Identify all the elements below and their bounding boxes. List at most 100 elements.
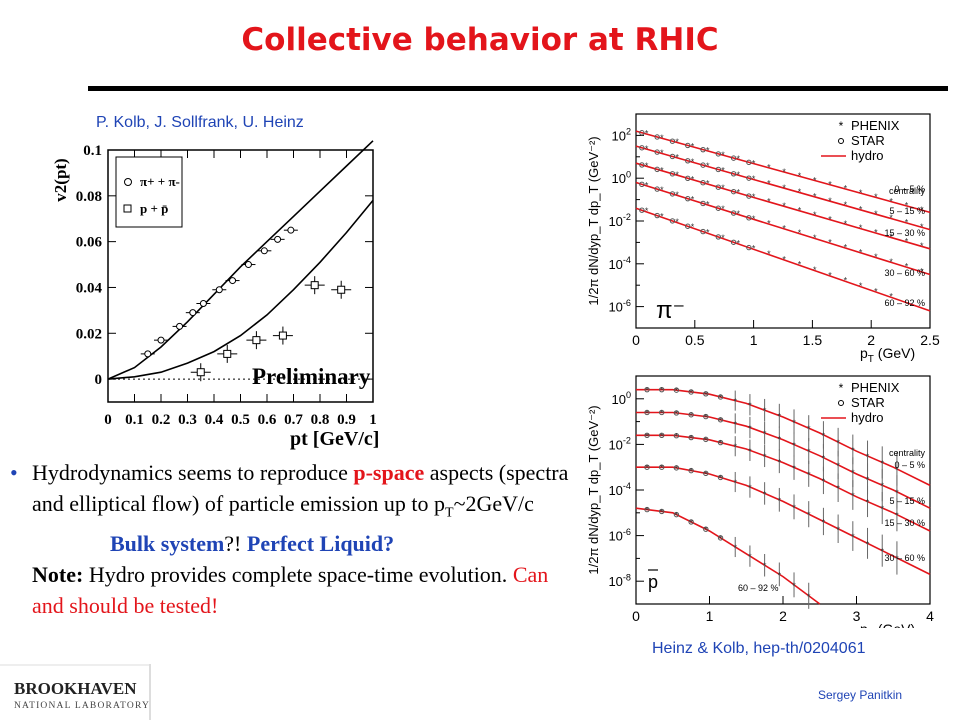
spectra-y-tick-label: 102 — [611, 127, 631, 144]
pion-star-point — [700, 162, 706, 168]
pbar-phenix-point: * — [851, 468, 855, 478]
v2-y-tick-label: 0 — [95, 372, 103, 388]
v2-y-tick-label: 0.1 — [83, 143, 102, 159]
pion-centrality-label: 60 – 92 % — [884, 298, 925, 308]
pion-phenix-point: * — [920, 241, 924, 251]
pion-phenix-point: * — [798, 187, 802, 197]
pbar-phenix-point: * — [645, 431, 649, 441]
pbar-phenix-point: * — [660, 507, 664, 517]
pion-phenix-point: * — [675, 217, 679, 227]
pbar-phenix-point: * — [822, 454, 826, 464]
spectra-hydro-curve-2 — [635, 162, 931, 250]
pbar-phenix-point: * — [763, 489, 767, 499]
pbar-star-point — [673, 410, 680, 416]
spectra-x-axis-label: pT (GeV) — [860, 345, 915, 365]
v2-x-tick-label: 0.6 — [258, 412, 277, 428]
spectra-x-axis-label: pT (GeV) — [860, 621, 915, 628]
v2-proton-point — [278, 331, 287, 340]
pbar-phenix-point: * — [719, 393, 723, 403]
pbar-particle-label: p — [648, 572, 658, 592]
pbar-phenix-point: * — [645, 386, 649, 396]
spectra-y-tick-label: 10-8 — [608, 572, 631, 589]
pbar-star-point — [673, 433, 680, 439]
pion-phenix-point: * — [737, 238, 741, 248]
pbar-star-point — [659, 432, 665, 438]
pbar-phenix-point: * — [748, 446, 752, 456]
spectra-frame — [635, 375, 931, 605]
pion-centrality-label: 5 – 15 % — [889, 206, 925, 216]
spectra-hydro-curve-2 — [636, 434, 931, 532]
v2-pion-point — [157, 336, 165, 344]
pion-phenix-point: * — [874, 192, 878, 202]
pion-phenix-point: * — [813, 265, 817, 275]
pbar-phenix-point: * — [763, 452, 767, 462]
v2-pion-point — [215, 286, 223, 294]
pbar-phenix-point: * — [689, 434, 693, 444]
pbar-star-point — [688, 467, 694, 474]
spectra-x-tick-label: 0 — [632, 332, 640, 348]
slide-title: Collective behavior at RHIC — [241, 22, 719, 58]
centrality-title: centrality — [889, 186, 926, 196]
pion-star-point — [654, 186, 660, 192]
pion-phenix-point: * — [905, 201, 909, 211]
pion-phenix-point: * — [645, 180, 649, 190]
pion-star-point — [730, 210, 737, 216]
pbar-phenix-point: * — [645, 408, 649, 418]
pbar-phenix-point: * — [836, 484, 840, 494]
pbar-phenix-point: * — [822, 431, 826, 441]
spectra-x-tick-label: 1 — [750, 332, 758, 348]
pbar-star-point — [688, 389, 694, 395]
v2-pion-point — [199, 299, 207, 307]
pbar-phenix-point: * — [807, 424, 811, 434]
v2-legend-pion-label: π+ + π- — [140, 174, 180, 189]
pion-phenix-point: * — [660, 165, 664, 175]
pion-phenix-point: * — [813, 210, 817, 220]
pion-phenix-point: * — [737, 188, 741, 198]
pbar-phenix-point: * — [880, 547, 884, 557]
pion-phenix-point: * — [645, 129, 649, 139]
pion-phenix-point: * — [920, 205, 924, 215]
pion-phenix-point: * — [645, 144, 649, 154]
pbar-phenix-point: * — [866, 498, 870, 508]
pion-phenix-point: * — [889, 292, 893, 302]
pion-phenix-point: * — [920, 222, 924, 232]
pbar-phenix-point: * — [895, 554, 899, 564]
spectra-x-tick-label: 0.5 — [685, 332, 705, 348]
pbar-phenix-point: * — [689, 411, 693, 421]
pbar-phenix-point: * — [836, 438, 840, 448]
pion-phenix-point: * — [920, 266, 924, 276]
citation-kolb: P. Kolb, J. Sollfrank, U. Heinz — [96, 114, 304, 131]
v2-pion-point — [189, 309, 197, 317]
pbar-phenix-point: * — [807, 447, 811, 457]
pion-phenix-point: * — [859, 281, 863, 291]
v2-legend-pion-marker — [124, 178, 132, 186]
pion-phenix-point: * — [721, 183, 725, 193]
spectra-hydro-curve-4 — [635, 207, 931, 312]
pion-phenix-point: * — [813, 233, 817, 243]
v2-legend-proton-label: p + p̄ — [140, 201, 168, 216]
pbar-phenix-point: * — [675, 464, 679, 474]
pbar-star-point — [659, 464, 665, 470]
pbar-phenix-point: * — [704, 469, 708, 479]
pion-phenix-point: * — [813, 175, 817, 185]
pion-phenix-point: * — [737, 154, 741, 164]
pbar-phenix-point: * — [733, 419, 737, 429]
pbar-phenix-point: * — [660, 431, 664, 441]
pion-phenix-point: * — [706, 199, 710, 209]
pion-particle-label: π⁻ — [656, 297, 685, 324]
pion-phenix-point: * — [721, 150, 725, 160]
spectra-x-tick-label: 0 — [632, 608, 640, 624]
spectra-x-tick-label: 4 — [926, 608, 934, 624]
spectra-y-tick-label: 10-2 — [608, 436, 631, 453]
spectra-x-tick-label: 3 — [853, 608, 861, 624]
pbar-phenix-point: * — [807, 510, 811, 520]
v2-x-tick-label: 0.5 — [231, 412, 250, 428]
pion-star-point — [639, 130, 645, 136]
pion-star-point — [746, 244, 752, 251]
pion-star-point — [730, 155, 737, 161]
perfect-liquid-text: Perfect Liquid? — [246, 531, 395, 557]
pion-phenix-point: * — [721, 233, 725, 243]
pbar-phenix-point: * — [763, 561, 767, 571]
pion-phenix-point: * — [782, 201, 786, 211]
spectra-hydro-curve-3 — [636, 466, 931, 576]
